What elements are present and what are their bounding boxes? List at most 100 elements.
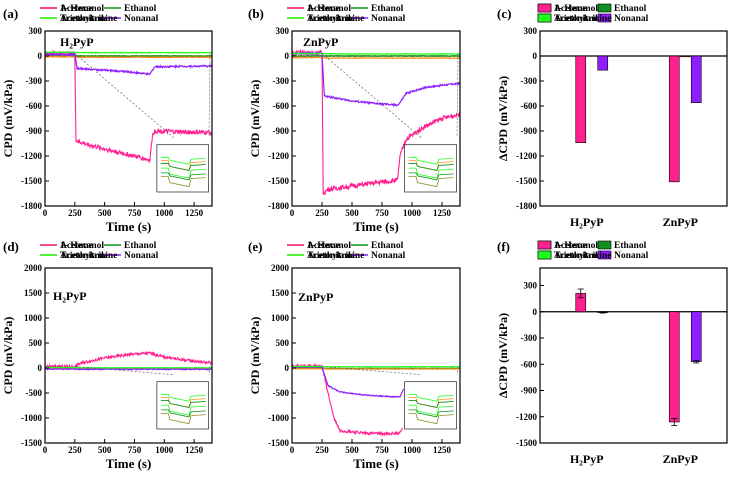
legend-label-c-5: Triethylamine [554, 14, 611, 24]
legend-label-d-1: Ethanol [124, 241, 157, 251]
legend-label-c-1: Ethanol [614, 4, 647, 14]
y-tick-label-b-5: -1200 [268, 151, 289, 161]
y-tick-label-e-2: 1000 [271, 313, 290, 323]
category-label-f-1: ZnPyP [663, 452, 698, 466]
zoom-guide-left-e [321, 366, 422, 376]
y-tick-label-f-2: -300 [521, 333, 538, 343]
category-label-c-1: ZnPyP [663, 215, 698, 229]
bar-c-0-4 [597, 55, 609, 71]
x-tick-label-e-0: 0 [290, 445, 295, 455]
category-label-c-0: H₂PyP [570, 215, 604, 229]
series-line-e-5 [291, 365, 460, 368]
x-axis-label-d: Time (s) [106, 456, 152, 471]
inset-line-e-0 [408, 393, 454, 402]
zoom-guide-right-d [208, 366, 211, 375]
plot-frame-e [291, 267, 461, 444]
y-tick-label-e-0: 2000 [271, 263, 290, 273]
x-tick-label-b-1: 250 [315, 208, 329, 218]
y-tick-label-b-2: -300 [273, 76, 290, 86]
y-tick-label-f-4: -900 [521, 386, 538, 396]
plot-frame-b [291, 30, 461, 207]
y-tick-label-c-7: -1800 [516, 201, 537, 211]
x-tick-label-d-2: 500 [98, 445, 112, 455]
legend-label-a-5: Triethylamine [60, 14, 117, 24]
series-line-d-2 [44, 350, 213, 371]
legend-label-e-2: 1- Hexanol [307, 241, 351, 251]
inner-label-a: H₂PyP [60, 35, 94, 49]
x-tick-label-a-1: 250 [68, 208, 82, 218]
inset-line-e-3 [408, 404, 454, 416]
series-line-e-4 [291, 365, 405, 399]
x-tick-label-b-0: 0 [290, 208, 295, 218]
plot-frame-c [539, 30, 728, 207]
y-tick-label-e-6: -1000 [268, 413, 289, 423]
inset-line-e-4 [408, 409, 454, 418]
legend-label-f-1: Ethanol [614, 241, 647, 251]
x-tick-label-b-2: 500 [345, 208, 359, 218]
legend-swatch-c-1 [597, 3, 612, 13]
series-line-b-2 [291, 48, 461, 196]
panel-label-f: (f) [497, 239, 510, 254]
legend-label-c-3: Acetonitrile [554, 14, 602, 24]
zoom-guide-left-b [321, 53, 422, 139]
legend-label-f-3: Acetonitrile [554, 251, 602, 261]
panel-label-b: (b) [248, 6, 264, 21]
series-line-b-5 [291, 52, 461, 56]
y-tick-label-e-4: 0 [285, 363, 290, 373]
y-tick-label-a-0: 300 [29, 26, 43, 36]
inset-line-a-0 [160, 156, 206, 165]
legend-label-a-4: Nonanal [124, 14, 159, 24]
inset-line-b-0 [408, 156, 454, 165]
inner-label-b: ZnPyP [303, 35, 338, 49]
series-line-b-4 [291, 50, 461, 108]
x-tick-label-d-4: 1000 [155, 445, 174, 455]
y-tick-label-d-5: -500 [26, 388, 43, 398]
inset-line-a-2 [160, 163, 206, 171]
y-tick-label-b-4: -900 [273, 126, 290, 136]
legend-label-e-1: Ethanol [371, 241, 404, 251]
y-tick-label-b-1: 0 [285, 51, 290, 61]
inner-label-e: ZnPyP [298, 290, 333, 304]
series-line-a-4 [44, 51, 213, 76]
series-line-b-1 [291, 54, 461, 58]
inset-line-d-4 [160, 409, 206, 418]
y-tick-label-d-7: -1500 [21, 438, 42, 448]
x-axis-label-b: Time (s) [353, 219, 399, 234]
y-tick-label-a-1: 0 [38, 51, 43, 61]
legend-label-e-3: Acetonitrile [307, 251, 355, 261]
inset-line-b-4 [408, 172, 454, 181]
legend-label-d-0: Acetone [60, 241, 93, 251]
y-tick-label-d-6: -1000 [21, 413, 42, 423]
category-label-f-0: H₂PyP [570, 452, 604, 466]
bar-f-1-2 [668, 311, 680, 423]
bar-c-1-2 [668, 55, 680, 183]
zoom-guide-right-e [456, 366, 459, 375]
series-line-b-3 [292, 56, 461, 60]
legend-swatch-f-1 [597, 240, 612, 250]
y-tick-label-d-4: 0 [38, 363, 43, 373]
legend-label-a-1: Ethanol [124, 4, 157, 14]
y-tick-label-c-1: 0 [533, 51, 538, 61]
inset-line-b-5 [408, 176, 454, 188]
legend-swatch-c-5 [537, 13, 552, 23]
legend-label-d-4: Nonanal [124, 251, 159, 261]
legend-label-e-0: Acetone [307, 241, 340, 251]
inset-b [404, 144, 457, 193]
legend-label-b-4: Nonanal [371, 14, 406, 24]
y-tick-label-f-3: -600 [521, 359, 538, 369]
legend-swatch-f-2 [537, 240, 552, 250]
zoom-guide-right-b [456, 53, 459, 138]
series-line-a-3 [44, 55, 213, 59]
y-axis-label-a: CPD (mV/kPa) [1, 80, 15, 158]
y-tick-label-a-2: -300 [26, 76, 43, 86]
bar-c-1-4 [690, 55, 702, 103]
y-tick-label-c-2: -300 [521, 76, 538, 86]
y-tick-label-a-5: -1200 [21, 151, 42, 161]
legend-label-c-4: Nonanal [614, 14, 649, 24]
x-tick-label-a-3: 750 [128, 208, 142, 218]
zoom-guide-left-d [74, 366, 174, 376]
x-tick-label-a-4: 1000 [155, 208, 174, 218]
inset-line-e-2 [408, 400, 454, 408]
